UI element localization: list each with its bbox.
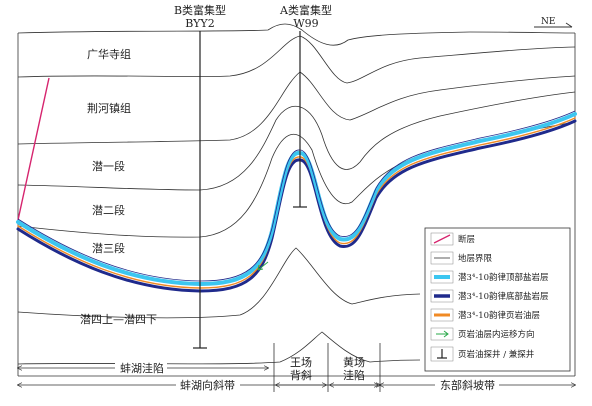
anticline-label-line2: 背斜 xyxy=(290,368,312,382)
boundary-6 xyxy=(17,247,421,319)
anticline-label-line1: 王场 xyxy=(290,355,312,369)
well-legend-icon xyxy=(437,349,447,359)
label-bg xyxy=(176,379,240,391)
formation-label-3: 潜一段 xyxy=(92,159,125,173)
bottom-salt-layer xyxy=(16,119,577,293)
north-arrow-icon xyxy=(534,22,573,28)
top-salt-layer xyxy=(16,112,577,287)
boundary-1 xyxy=(17,23,576,46)
well-a xyxy=(293,31,307,208)
legend-label-top-salt: 潜3⁴-10韵律顶部盐岩层 xyxy=(458,272,549,283)
formation-label-2: 荆河镇组 xyxy=(87,101,131,115)
east-slope-label: 东部斜坡带 xyxy=(440,378,495,392)
legend-label-shale-oil: 潜3⁴-10韵律页岩油层 xyxy=(458,310,540,321)
stratigraphic-boundaries xyxy=(17,23,576,365)
legend-label-migration: 页岩油层内运移方向 xyxy=(458,329,535,340)
legend-label-well: 页岩油探井 / 兼探井 xyxy=(458,349,534,360)
well-a-name: W99 xyxy=(293,17,318,30)
frame-lines xyxy=(17,33,576,377)
label-bg xyxy=(115,362,167,374)
well-b-type: B类富集型 xyxy=(174,3,226,17)
label-bg xyxy=(435,379,499,391)
migration-legend-icon xyxy=(436,330,449,338)
fault-line xyxy=(17,77,50,221)
boundary-4 xyxy=(17,91,576,191)
well-b xyxy=(193,31,207,349)
boundary-3 xyxy=(17,71,576,145)
formation-label-5: 潜三段 xyxy=(92,241,125,255)
well-b-name: BYY2 xyxy=(185,17,214,30)
depression-right-label-line2: 洼陷 xyxy=(343,368,365,382)
formation-label-1: 广华寺组 xyxy=(87,47,131,61)
boundary-2 xyxy=(17,35,576,84)
legend: 断层 地层界限 潜3⁴-10韵律顶部盐岩层 潜3⁴-10韵律底部盐岩层 潜3⁴-… xyxy=(424,227,571,372)
legend-label-fault: 断层 xyxy=(458,234,475,245)
depression-right-label-line1: 黄场 xyxy=(343,355,365,369)
salt-layer-package xyxy=(16,110,577,293)
fault-legend-icon xyxy=(433,234,451,244)
depression-left-label: 蚌湖洼陷 xyxy=(120,361,164,375)
legend-label-boundary: 地层界限 xyxy=(458,253,493,264)
formation-label-6: 潜四上—潜四下 xyxy=(80,312,157,326)
legend-label-bottom-salt: 潜3⁴-10韵律底部盐岩层 xyxy=(458,291,549,302)
well-a-type: A类富集型 xyxy=(279,3,332,17)
north-label: NE xyxy=(541,17,555,27)
formation-label-4: 潜二段 xyxy=(92,203,125,217)
slope-zone-label: 蚌湖向斜带 xyxy=(180,378,235,392)
